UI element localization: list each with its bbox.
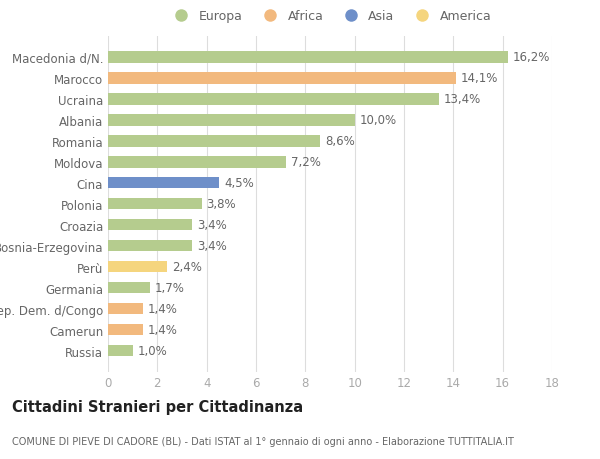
Text: 1,7%: 1,7% [155, 281, 185, 295]
Text: 1,0%: 1,0% [137, 344, 167, 357]
Bar [108, 303, 143, 315]
Bar [108, 261, 167, 273]
Text: COMUNE DI PIEVE DI CADORE (BL) - Dati ISTAT al 1° gennaio di ogni anno - Elabora: COMUNE DI PIEVE DI CADORE (BL) - Dati IS… [12, 436, 514, 446]
Bar [108, 157, 286, 168]
Text: 13,4%: 13,4% [443, 93, 481, 106]
Bar [108, 73, 456, 84]
Bar [108, 136, 320, 147]
Bar [108, 178, 219, 189]
Text: 7,2%: 7,2% [290, 156, 320, 169]
Bar [108, 241, 192, 252]
Bar [108, 115, 355, 126]
Bar [108, 52, 508, 63]
Text: 1,4%: 1,4% [148, 324, 178, 336]
Bar [108, 282, 150, 294]
Text: 8,6%: 8,6% [325, 135, 355, 148]
Text: 16,2%: 16,2% [512, 51, 550, 64]
Text: 3,8%: 3,8% [206, 198, 236, 211]
Text: 4,5%: 4,5% [224, 177, 254, 190]
Text: 2,4%: 2,4% [172, 261, 202, 274]
Bar [108, 324, 143, 336]
Text: 3,4%: 3,4% [197, 218, 227, 232]
Bar [108, 94, 439, 105]
Text: 14,1%: 14,1% [461, 72, 498, 85]
Text: Cittadini Stranieri per Cittadinanza: Cittadini Stranieri per Cittadinanza [12, 399, 303, 414]
Legend: Europa, Africa, Asia, America: Europa, Africa, Asia, America [165, 7, 495, 27]
Text: 3,4%: 3,4% [197, 240, 227, 252]
Bar [108, 345, 133, 357]
Bar [108, 198, 202, 210]
Text: 10,0%: 10,0% [359, 114, 397, 127]
Text: 1,4%: 1,4% [148, 302, 178, 315]
Bar [108, 219, 192, 231]
